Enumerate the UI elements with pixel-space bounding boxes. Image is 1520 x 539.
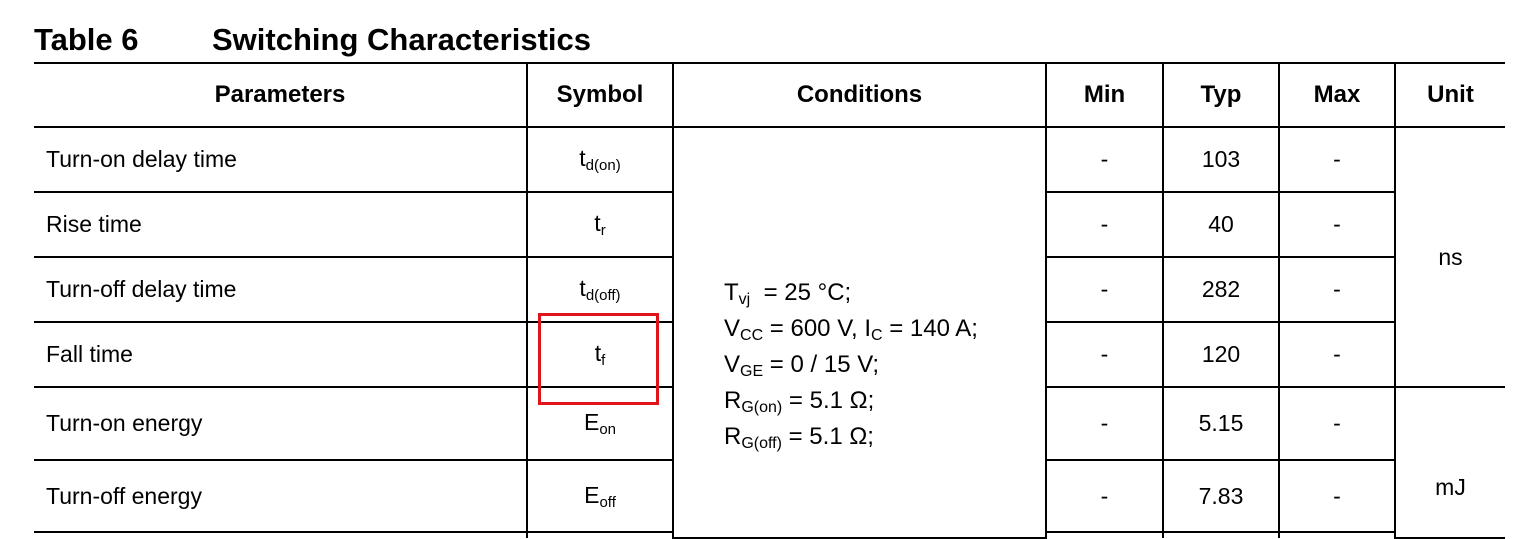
symbol-subscript: d(on): [585, 157, 621, 174]
min-cell: -: [1045, 386, 1164, 461]
table-title: Table 6 Switching Characteristics: [34, 22, 591, 58]
param-cell: Rise time: [34, 191, 528, 258]
table-row: Turn-on energy Eon - 5.15 - mJ: [34, 386, 1505, 539]
cutoff-cell: [1162, 531, 1280, 538]
max-cell: -: [1278, 126, 1396, 193]
max-cell: -: [1278, 191, 1395, 258]
header-min: Min: [1045, 62, 1164, 128]
switching-characteristics-table: Parameters Symbol Conditions Min Typ Max…: [34, 62, 1505, 539]
symbol-base: t: [594, 340, 602, 366]
cutoff-cell: [1045, 531, 1164, 538]
symbol-subscript: f: [601, 352, 606, 369]
symbol-cell: Eoff: [526, 458, 674, 534]
min-cell: -: [1045, 321, 1164, 388]
condition-line: RG(on) = 5.1 Ω;: [724, 387, 875, 416]
condition-line: Tvj = 25 °C;: [724, 279, 852, 308]
typ-cell: 40: [1162, 191, 1280, 258]
symbol-cell: td(on): [526, 126, 674, 193]
symbol-cell: tf: [526, 321, 674, 388]
unit-cell-ns: ns: [1394, 126, 1505, 388]
symbol-base: t: [579, 145, 586, 171]
max-cell: -: [1278, 458, 1395, 534]
header-unit: Unit: [1394, 62, 1505, 128]
header-typ: Typ: [1162, 62, 1280, 128]
param-cell: Turn-off delay time: [34, 256, 528, 323]
table-name: Switching Characteristics: [212, 22, 592, 57]
table-row: Rise time tr - 40 -: [34, 191, 1505, 258]
max-cell: -: [1278, 321, 1395, 388]
table-row-cutoff: [34, 531, 1505, 538]
max-cell: -: [1278, 386, 1396, 461]
header-max: Max: [1278, 62, 1396, 128]
header-symbol: Symbol: [526, 62, 674, 128]
symbol-cell: td(off): [526, 256, 674, 323]
cutoff-cell: [526, 531, 674, 538]
switching-characteristics-table-wrap: Parameters Symbol Conditions Min Typ Max…: [34, 62, 1505, 539]
symbol-cell: tr: [526, 191, 674, 258]
symbol-base: E: [584, 481, 600, 508]
unit-cell-mj: mJ: [1394, 386, 1505, 539]
typ-cell: 7.83: [1162, 458, 1280, 534]
symbol-subscript: d(off): [585, 287, 621, 304]
conditions-cell: Tvj = 25 °C; VCC = 600 V, IC = 140 A; VG…: [672, 126, 1047, 539]
param-cell: Fall time: [34, 321, 528, 388]
min-cell: -: [1045, 126, 1164, 193]
header-parameters: Parameters: [34, 62, 528, 128]
max-cell: -: [1278, 256, 1395, 323]
symbol-subscript: off: [599, 493, 616, 511]
condition-line: RG(off) = 5.1 Ω;: [724, 423, 874, 452]
typ-cell: 5.15: [1162, 386, 1280, 461]
param-cell: Turn-on delay time: [34, 126, 528, 193]
param-cell: Turn-on energy: [34, 386, 528, 461]
symbol-subscript: r: [600, 222, 606, 239]
min-cell: -: [1045, 256, 1164, 323]
highlight-box: [538, 313, 659, 405]
condition-line: VCC = 600 V, IC = 140 A;: [724, 315, 978, 344]
cutoff-cell: [1278, 531, 1395, 538]
typ-cell: 282: [1162, 256, 1280, 323]
table-row: Turn-on delay time td(on) Tvj = 25 °C; V…: [34, 126, 1505, 539]
symbol-base: t: [579, 275, 586, 301]
param-cell: Turn-off energy: [34, 458, 528, 534]
symbol-cell: Eon: [526, 386, 674, 461]
typ-cell: 103: [1162, 126, 1280, 193]
header-row: Parameters Symbol Conditions Min Typ Max…: [34, 62, 1505, 128]
symbol-subscript: on: [599, 420, 617, 438]
cutoff-cell: [34, 531, 528, 538]
condition-line: VGE = 0 / 15 V;: [724, 351, 879, 380]
typ-cell: 120: [1162, 321, 1280, 388]
min-cell: -: [1045, 191, 1164, 258]
symbol-base: E: [583, 408, 600, 435]
table-row: Fall time tf - 120 -: [34, 321, 1505, 388]
header-conditions: Conditions: [672, 62, 1047, 128]
table-number: Table 6: [34, 22, 139, 57]
min-cell: -: [1045, 458, 1164, 534]
table-row: Turn-off energy Eoff - 7.83 -: [34, 458, 1505, 534]
symbol-base: t: [594, 210, 601, 236]
table-row: Turn-off delay time td(off) - 282 -: [34, 256, 1505, 323]
